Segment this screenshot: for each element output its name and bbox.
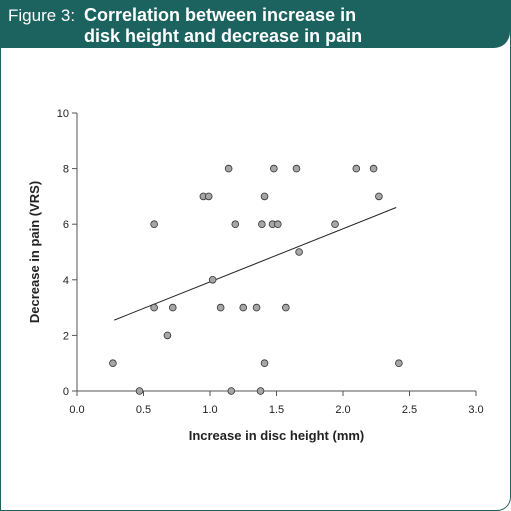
figure-label: Figure 3:	[8, 6, 76, 25]
data-point	[274, 220, 282, 229]
data-point	[224, 164, 233, 173]
x-tick-label: 2.5	[402, 404, 417, 416]
chart-points	[109, 164, 403, 395]
x-tick-label: 0.0	[69, 404, 84, 416]
data-point	[135, 387, 144, 395]
data-point	[109, 359, 117, 368]
data-point	[375, 192, 383, 201]
y-tick-label: 8	[63, 164, 69, 176]
x-axis-title: Increase in disc height (mm)	[189, 428, 365, 443]
data-point	[239, 303, 248, 312]
data-point	[231, 220, 240, 229]
data-point	[395, 359, 403, 368]
data-point	[163, 331, 172, 340]
data-point	[227, 387, 236, 395]
data-point	[256, 387, 265, 395]
y-tick-label: 2	[63, 330, 69, 342]
chart-axes	[76, 113, 476, 392]
x-tick-label: 3.0	[468, 404, 483, 416]
data-point	[282, 303, 290, 312]
figure-title-line-2: disk height and decrease in pain	[84, 26, 363, 46]
data-point	[260, 192, 269, 201]
y-tick-label: 6	[63, 219, 69, 231]
data-point	[369, 164, 378, 173]
x-tick-label: 0.5	[136, 404, 151, 416]
data-point	[150, 220, 158, 229]
y-tick-label: 4	[63, 275, 69, 287]
data-point	[168, 303, 177, 312]
chart-trendline-group	[114, 207, 397, 321]
data-point	[331, 220, 339, 229]
data-point	[216, 303, 225, 312]
chart-ticks: 0.0 0.5 1.0 1.5 2.0 2.5 3.0 0 2 4 6 8 10	[57, 108, 484, 416]
y-tick-label: 0	[63, 386, 69, 398]
data-point	[352, 164, 361, 173]
x-tick-label: 2.0	[335, 404, 350, 416]
x-tick-label: 1.5	[269, 404, 284, 416]
data-point	[260, 359, 269, 368]
data-point	[208, 275, 217, 284]
figure-title-line-1: Correlation between increase in	[84, 5, 357, 25]
data-point	[270, 164, 278, 173]
data-point	[258, 220, 266, 229]
data-point	[252, 303, 261, 312]
y-axis-title: Decrease in pain (VRS)	[27, 181, 42, 323]
data-point	[292, 164, 301, 173]
figure-title: Correlation between increase in disk hei…	[84, 5, 504, 47]
data-point	[150, 303, 158, 312]
x-tick-label: 1.0	[202, 404, 217, 416]
data-point	[204, 192, 213, 201]
trendline	[114, 207, 397, 321]
data-point	[295, 248, 303, 256]
figure-header: Figure 3: Correlation between increase i…	[1, 1, 510, 48]
y-tick-label: 10	[57, 108, 69, 120]
